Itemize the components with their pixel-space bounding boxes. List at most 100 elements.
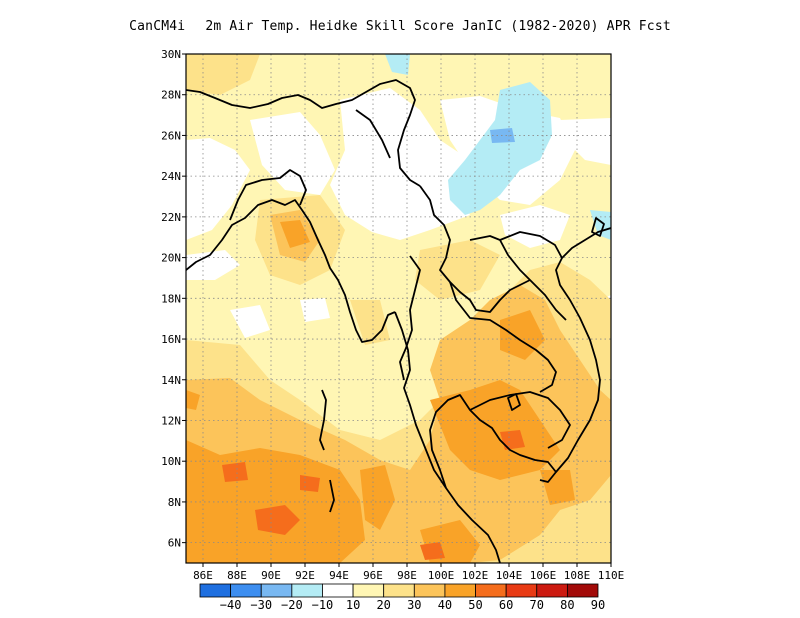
latitude-label: 24N	[161, 170, 181, 183]
colorbar-swatch	[413, 583, 446, 598]
field-white-patch	[500, 205, 570, 248]
field-light-orange	[186, 54, 260, 95]
coastlines-and-borders	[186, 79, 611, 563]
latitude-label: 8N	[168, 496, 181, 509]
longitude-label: 106E	[530, 569, 557, 582]
map-subtitle: 2m Air Temp. Heidke Skill Score JanIC (1…	[205, 19, 671, 34]
latitude-label: 16N	[161, 333, 181, 346]
latitude-label: 10N	[161, 455, 181, 468]
colorbar-label: 20	[376, 598, 390, 612]
colorbar-swatch	[444, 583, 476, 598]
colorbar-label: 50	[468, 598, 482, 612]
border-india-bangladesh	[229, 169, 307, 221]
border-cambodia	[469, 391, 571, 449]
colorbar-label: 80	[560, 598, 574, 612]
field-white-patch	[230, 305, 270, 338]
longitude-label: 104E	[496, 569, 523, 582]
colorbar: −40 −30 −20 −10 10 20 30 40 50 60 70 80 90	[199, 583, 605, 612]
field-red-orange	[300, 475, 320, 492]
coastline-phu-quoc	[507, 393, 521, 411]
latitude-label: 22N	[161, 211, 181, 224]
colorbar-label: −40	[220, 598, 242, 612]
latitude-label: 28N	[161, 89, 181, 102]
model-name: CanCM4i	[129, 19, 186, 34]
latitude-label: 18N	[161, 292, 181, 305]
field-white-patch	[250, 112, 335, 195]
coastline-hainan	[591, 217, 605, 237]
field-light-orange	[415, 240, 500, 300]
field-white-patch	[300, 298, 330, 322]
map-title: CanCM4i 2m Air Temp. Heidke Skill Score …	[0, 19, 800, 34]
longitude-label: 108E	[564, 569, 591, 582]
longitude-tick-labels: 86E 88E 90E 92E 94E 96E 98E 100E 102E 104E 106E 108…	[193, 563, 624, 582]
field-light-blue	[448, 82, 552, 215]
colorbar-swatch	[322, 583, 354, 598]
longitude-label: 110E	[598, 569, 625, 582]
colorbar-swatch	[291, 583, 323, 598]
border-myanmar-china	[419, 185, 531, 313]
border-china-vietnam	[499, 231, 563, 259]
field-dark-orange	[280, 220, 310, 248]
colorbar-swatch	[383, 583, 415, 598]
colorbar-label: 70	[530, 598, 544, 612]
field-red-orange	[255, 505, 300, 535]
colorbar-label: −30	[250, 598, 272, 612]
coastline-vietnam	[555, 227, 611, 473]
border-china-laos	[469, 235, 567, 321]
longitude-label: 100E	[428, 569, 455, 582]
colorbar-label: 60	[499, 598, 513, 612]
field-light-orange	[350, 300, 390, 345]
field-dark-orange	[186, 390, 200, 410]
latitude-label: 26N	[161, 129, 181, 142]
latitude-label: 30N	[161, 48, 181, 61]
longitude-label: 94E	[329, 569, 349, 582]
field-white-patch	[560, 118, 611, 165]
colorbar-swatch	[475, 583, 507, 598]
latitude-label: 20N	[161, 252, 181, 265]
colorbar-label: −20	[281, 598, 303, 612]
colorbar-swatch	[260, 583, 293, 598]
field-dark-orange	[360, 465, 395, 530]
colorbar-label: −10	[312, 598, 334, 612]
coastline-andaman-islands	[319, 389, 327, 451]
colorbar-swatch	[352, 583, 385, 598]
longitude-label: 90E	[261, 569, 281, 582]
longitude-label: 92E	[295, 569, 315, 582]
colorbar-label: 10	[346, 598, 360, 612]
latitude-label: 12N	[161, 414, 181, 427]
longitude-label: 102E	[462, 569, 489, 582]
longitude-label: 96E	[363, 569, 383, 582]
field-red-orange	[222, 462, 248, 482]
latitude-label: 14N	[161, 374, 181, 387]
colorbar-label: 90	[591, 598, 605, 612]
border-himalaya	[186, 79, 421, 187]
field-dark-orange	[430, 380, 560, 480]
border-tibet	[355, 109, 391, 159]
field-red-orange	[420, 542, 445, 560]
graticule	[186, 54, 611, 563]
colorbar-swatch	[230, 583, 262, 598]
field-dark-orange	[500, 310, 545, 360]
latitude-label: 6N	[168, 537, 181, 550]
colorbar-label: 30	[407, 598, 421, 612]
coastline-nicobar-islands	[329, 479, 335, 513]
colorbar-swatch	[505, 583, 538, 598]
latitude-tick-labels: 6N 8N 10N 12N 14N 16N 18N 20N 22N 24N 26N 28N 30N	[161, 48, 186, 550]
colorbar-label: 40	[438, 598, 452, 612]
field-white-patch	[186, 138, 250, 240]
coastline-gulf-of-thailand	[429, 394, 557, 489]
colorbar-swatch	[566, 583, 599, 598]
field-dark-orange	[540, 470, 575, 505]
colorbar-swatch	[536, 583, 568, 598]
border-myanmar-thailand	[399, 255, 421, 381]
field-light-blue	[385, 54, 410, 75]
plot-frame	[185, 53, 612, 564]
longitude-label: 98E	[397, 569, 417, 582]
longitude-label: 86E	[193, 569, 213, 582]
coastline-myanmar-south	[394, 311, 501, 563]
skill-score-field	[186, 54, 611, 563]
coastline-bay-of-bengal	[186, 199, 396, 343]
colorbar-swatch	[199, 583, 232, 598]
border-thailand-laos	[449, 281, 557, 393]
